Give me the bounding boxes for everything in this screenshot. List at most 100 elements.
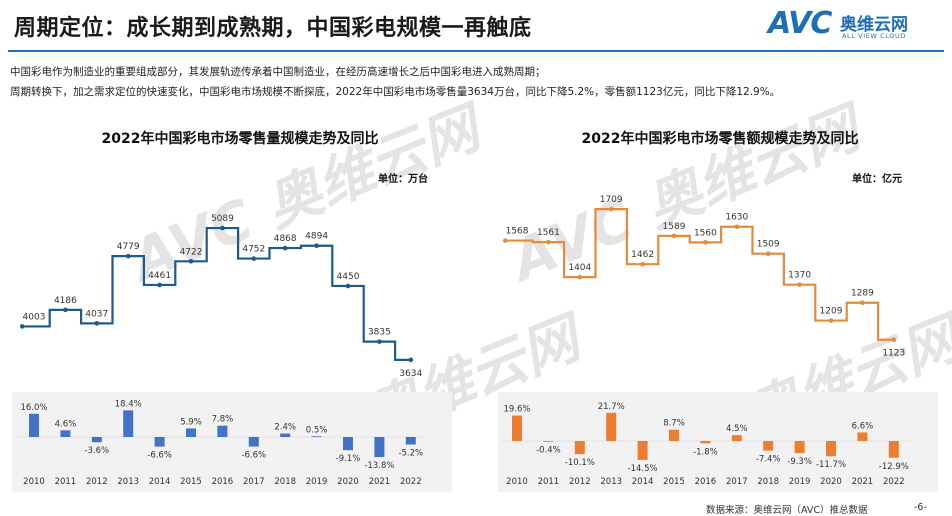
value-label: 1462 [631,250,654,260]
x-tick-label: 2022 [883,477,905,487]
value-chart-unit: 单位：亿元 [852,174,902,185]
logo-en-text: ALL VIEW CLOUD [842,32,906,40]
x-tick-label: 2015 [180,477,202,487]
yoy-label: 5.9% [180,417,202,427]
data-point [860,300,865,306]
data-point [220,225,225,231]
x-tick-label: 2011 [538,477,560,487]
header-divider [8,50,944,52]
value-label: 1370 [788,271,811,281]
yoy-label: 7.8% [212,415,234,425]
value-label: 4461 [148,271,171,281]
value-label: 4450 [337,272,360,282]
yoy-label: -10.1% [565,458,595,468]
yoy-label: 4.5% [726,424,748,434]
data-point [63,307,68,313]
x-tick-label: 2021 [369,477,391,487]
yoy-label: 6.6% [852,421,874,431]
yoy-label: -14.5% [628,464,658,474]
yoy-bar [343,437,353,451]
data-point [94,321,100,326]
yoy-label: -5.2% [398,449,423,459]
page-number: -6- [914,502,927,513]
page-title: 周期定位：成长期到成熟期，中国彩电规模一再触底 [14,16,532,41]
x-tick-label: 2016 [695,477,717,487]
value-label: 1568 [506,227,529,237]
x-tick-label: 2010 [506,477,528,487]
data-point [671,233,677,239]
value-label: 4752 [242,245,265,255]
yoy-bar [669,429,679,441]
yoy-label: -6.6% [241,451,266,461]
yoy-bar [123,410,134,437]
x-tick-label: 2012 [86,477,108,487]
data-point [125,253,131,259]
data-point [765,251,771,257]
yoy-bar [186,428,196,437]
value-chart-title: 2022年中国彩电市场零售额规模走势及同比 [581,131,859,147]
yoy-label: 19.6% [503,405,530,415]
description-line-2: 周期转换下，加之需求定位的快速变化，中国彩电市场规模不断探底，2022年中国彩电… [10,86,781,98]
x-tick-label: 2017 [243,477,265,487]
data-point [503,238,508,243]
data-point [703,240,708,245]
yoy-label: -13.8% [364,461,394,471]
data-point [408,357,414,363]
yoy-bar [700,441,711,444]
data-point [314,243,319,249]
yoy-bar [826,441,836,457]
data-source: 数据来源：奥维云网（AVC）推总数据 [706,505,868,516]
x-tick-label: 2018 [757,477,779,487]
x-tick-label: 2018 [274,477,296,487]
x-tick-label: 2016 [212,477,234,487]
yoy-bar [60,430,71,437]
yoy-bar [731,435,742,441]
data-point [828,318,834,323]
x-tick-label: 2021 [852,477,874,487]
x-tick-label: 2015 [663,477,685,487]
volume-chart-unit: 单位：万台 [378,174,428,185]
yoy-bar [311,436,322,438]
data-point [157,282,162,288]
yoy-label: -0.4% [536,446,561,456]
yoy-label: -9.1% [336,454,361,464]
value-label: 1289 [851,289,874,299]
data-point [797,282,802,287]
yoy-bar [280,433,291,437]
x-tick-label: 2014 [632,477,654,487]
value-label: 1630 [725,213,748,223]
x-tick-label: 2011 [55,477,77,487]
yoy-bar [794,441,805,454]
data-point [377,339,382,344]
value-yoy-panel [498,392,938,492]
value-label: 4868 [274,234,297,244]
yoy-bar [606,412,617,441]
data-point [345,283,351,289]
logo-cn-text: 奥维云网 [840,15,908,35]
yoy-label: 0.5% [306,425,328,435]
yoy-bar [248,437,259,447]
x-tick-label: 2010 [23,477,45,487]
x-tick-label: 2019 [306,477,328,487]
page-header: 周期定位：成长期到成熟期，中国彩电规模一再触底 AVC 奥维云网 ALL VIE… [0,0,952,52]
data-point [577,274,583,280]
value-label: 4037 [85,309,108,319]
yoy-bar [574,441,585,455]
data-point [20,324,25,329]
value-label: 1709 [600,195,623,205]
yoy-bar [91,437,102,443]
data-point [640,261,645,267]
yoy-bar [29,413,39,437]
yoy-bar [888,441,899,458]
avc-logo: AVC 奥维云网 ALL VIEW CLOUD [768,6,928,46]
yoy-bar [217,425,228,437]
value-label: 4779 [117,242,140,252]
data-point [282,245,288,251]
value-label: 4894 [305,232,328,242]
value-label: 3835 [368,328,391,338]
x-tick-label: 2014 [149,477,171,487]
value-label: 1561 [537,228,560,238]
x-tick-label: 2020 [337,477,359,487]
yoy-label: -9.3% [787,457,812,467]
x-tick-label: 2013 [600,477,622,487]
